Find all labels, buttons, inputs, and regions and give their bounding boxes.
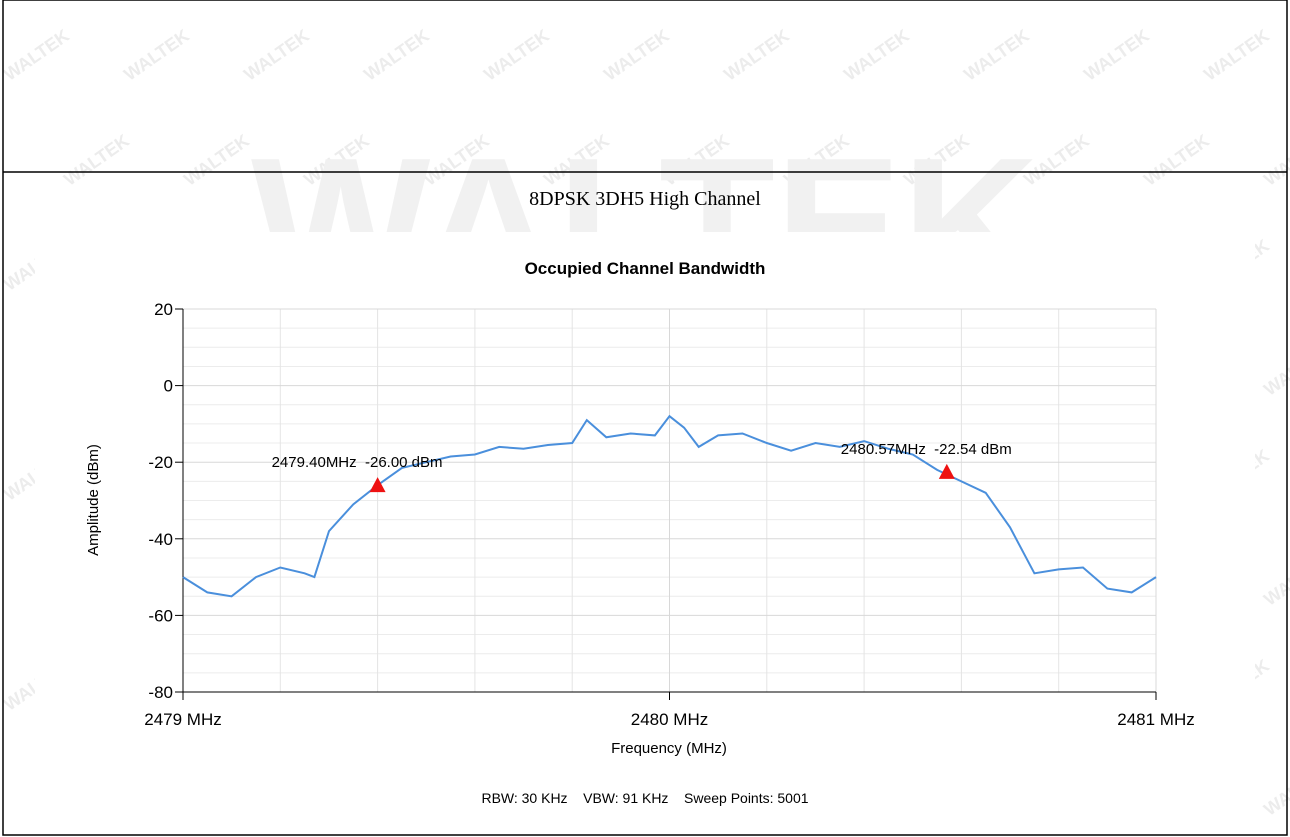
watermark-text: WALTEK: [960, 25, 1033, 84]
watermark-text: WALTEK: [480, 25, 553, 84]
trace-line: [182, 414, 1157, 598]
marker-label: 2479.40MHz -26.00 dBm: [272, 454, 443, 471]
y-tick-label: -60: [148, 606, 173, 625]
watermark-text: WALTEK: [240, 25, 313, 84]
y-axis-label: Amplitude (dBm): [85, 444, 102, 556]
chart-background: [35, 232, 1255, 818]
watermark-text: WALTEK: [120, 25, 193, 84]
marker-triangle: [369, 477, 386, 493]
watermark-text: WALTEK: [0, 25, 73, 84]
caption: 8DPSK 3DH5 High Channel: [529, 188, 761, 210]
watermark-text: WALTEK: [1260, 760, 1290, 819]
watermark-text: WALTEK: [1260, 130, 1290, 189]
watermark-text: WALTEK: [1260, 550, 1290, 609]
watermark-text: WALTEK: [180, 130, 253, 189]
marker-triangle: [938, 463, 955, 479]
footer: RBW: 30 KHz VBW: 91 KHz Sweep Points: 50…: [481, 790, 808, 806]
x-tick-label: 2481 MHz: [1117, 710, 1194, 729]
y-tick-label: 0: [164, 377, 173, 396]
watermark-text: WALTEK: [840, 25, 913, 84]
y-tick-label: 20: [154, 300, 173, 319]
watermark-text: WALTEK: [360, 25, 433, 84]
marker-label: 2480.57MHz -22.54 dBm: [841, 441, 1012, 458]
y-tick-label: -20: [148, 453, 173, 472]
watermark-text: WALTEK: [720, 25, 793, 84]
chart-title: Occupied Channel Bandwidth: [525, 259, 766, 278]
watermark-text: WALTEK: [1200, 25, 1273, 84]
x-tick-label: 2480 MHz: [631, 710, 708, 729]
y-tick-label: -80: [148, 683, 173, 702]
watermark-text: WALTEK: [60, 130, 133, 189]
y-tick-label: -40: [148, 530, 173, 549]
watermark-text: WALTEK: [600, 25, 673, 84]
x-axis-label: Frequency (MHz): [611, 740, 727, 757]
x-tick-label: 2479 MHz: [144, 710, 221, 729]
watermark-text: WALTEK: [1140, 130, 1213, 189]
watermark-text: WALTEK: [1260, 340, 1290, 399]
chart: 20 0 -20 -40 -60 -80 2479 MHz 2480 MHz 2481 MHz O…: [85, 259, 1195, 806]
watermark-text: WALTEK: [1080, 25, 1153, 84]
